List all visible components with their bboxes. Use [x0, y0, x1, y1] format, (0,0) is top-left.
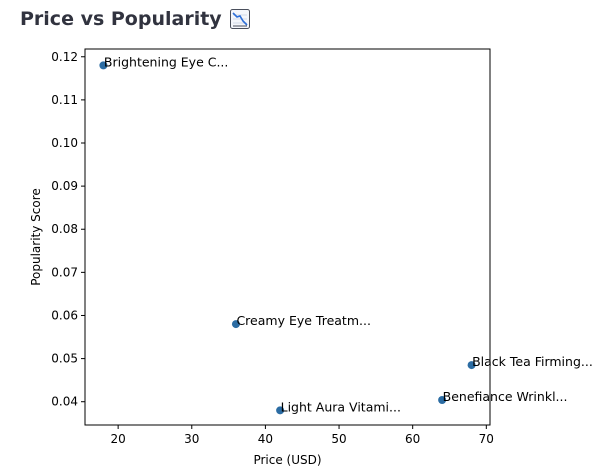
y-tick-label: 0.06: [51, 308, 78, 322]
x-tick-label: 30: [184, 432, 199, 446]
y-tick-label: 0.05: [51, 352, 78, 366]
y-tick-label: 0.11: [51, 93, 78, 107]
chart-decreasing-icon: [229, 9, 250, 29]
data-point: [276, 406, 285, 415]
y-tick-label: 0.04: [51, 395, 78, 409]
y-tick-label: 0.07: [51, 265, 78, 279]
data-point: [438, 395, 447, 404]
data-point: [467, 361, 476, 370]
y-axis-label: Popularity Score: [29, 188, 43, 286]
data-point-label: Light Aura Vitami...: [281, 399, 401, 414]
data-point: [231, 320, 240, 329]
data-point-label: Black Tea Firming...: [472, 354, 593, 369]
y-tick-label: 0.10: [51, 136, 78, 150]
page-title: Price vs Popularity: [20, 8, 222, 30]
data-point: [99, 61, 108, 70]
x-tick-label: 20: [110, 432, 125, 446]
x-tick-label: 40: [258, 432, 273, 446]
y-tick-label: 0.09: [51, 179, 78, 193]
data-point-label: Creamy Eye Treatm...: [236, 313, 370, 328]
data-point-label: Brightening Eye C...: [104, 54, 228, 69]
x-tick-label: 50: [331, 432, 346, 446]
plot-area-frame: [84, 48, 491, 426]
y-tick-label: 0.08: [51, 222, 78, 236]
x-axis-label: Price (USD): [253, 453, 321, 467]
data-point-label: Benefiance Wrinkl...: [443, 389, 568, 404]
page-heading: Price vs Popularity: [20, 4, 250, 34]
y-tick-label: 0.12: [51, 50, 78, 64]
x-tick-label: 70: [479, 432, 494, 446]
x-tick-label: 60: [405, 432, 420, 446]
